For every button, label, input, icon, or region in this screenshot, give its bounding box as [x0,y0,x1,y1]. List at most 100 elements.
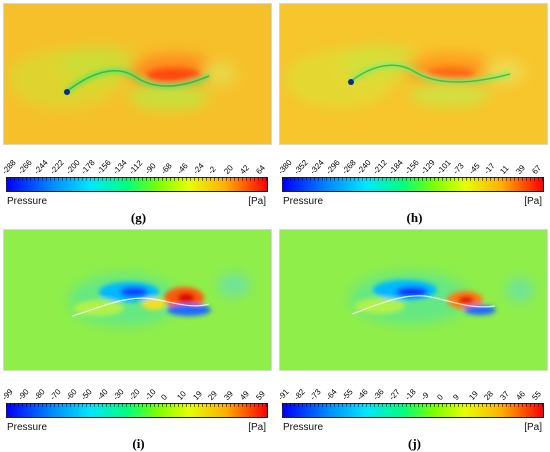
tick-label: 0 [159,392,169,402]
panel-h: -380 -352 -324 -296 -268 -240 -212 -184 -156 -129… [276,3,550,225]
tick-label: 59 [254,389,267,402]
tick-label: 37 [498,389,512,402]
tick-label: -80 [32,387,47,402]
tick-label: 55 [530,389,543,402]
tick-label: -90 [143,161,158,176]
colorbar-ticks-j: -91 -82 -73 -64 -55 -46 -36 -27 -18 -9 0 9 19 28 37 46 5… [276,372,550,402]
tick-label: -240 [355,158,374,176]
tick-label: -266 [16,158,34,176]
tick-label: 49 [238,389,252,402]
caption-g: (g) [130,210,147,225]
tick-label: -244 [32,158,50,176]
tick-label: 64 [254,163,267,176]
tick-label: 10 [174,389,188,402]
tick-label: -296 [323,158,342,176]
tick-label: 29 [206,389,220,402]
tick-label: -60 [63,387,79,402]
tick-label: 67 [530,163,543,176]
pressure-field-i [3,229,272,371]
tick-label: -82 [292,387,307,402]
tick-label: -50 [79,387,95,402]
wake-line [351,295,496,315]
colorbar-minor-ticks-g [6,177,268,181]
tick-label: 0 [435,392,445,402]
colorbar-title-g: Pressure [7,196,48,207]
tick-label: -178 [79,158,98,176]
tick-label: -268 [339,158,358,176]
tick-label: 39 [514,163,528,176]
tick-label: -17 [482,161,498,176]
colorbar-title-j: Pressure [283,422,324,433]
tick-label: -40 [95,387,110,402]
tick-label: 46 [514,389,528,402]
wake-line [349,64,511,83]
tick-label: -45 [466,161,482,176]
tick-label: -46 [174,161,190,176]
colorbar-title-i: Pressure [7,422,48,433]
tick-label: 28 [482,389,496,402]
colorbar-minor-ticks-j [282,403,544,407]
tick-label: 19 [466,389,480,402]
pressure-field-j [279,229,548,371]
tick-label: -212 [371,158,389,176]
tick-label: -112 [127,158,145,176]
tick-label: -68 [159,161,174,176]
tick-label: -129 [419,158,437,176]
tick-label: -156 [403,158,421,176]
leading-edge [348,79,354,85]
tick-label: -99 [0,387,15,402]
pressure-field-h [279,3,548,145]
colorbar-unit-i: [Pa] [248,422,266,433]
pressure-field-g [3,3,272,145]
tick-label: -352 [292,158,310,176]
tick-label: 20 [222,163,236,176]
caption-i: (i) [132,436,145,451]
colorbar-minor-ticks-i [6,403,268,407]
caption-h: (h) [406,210,423,225]
tick-label: 9 [450,392,461,402]
tick-label: 19 [190,389,204,402]
colorbar-ticks-g: -288 -266 -244 -222 -200 -178 -156 -134 -112 -90-… [0,146,274,176]
colorbar-ticks-i: -99 -90 -80 -70 -60 -50 -40 -30 -20 -10 0 10 19 29 39 4… [0,372,274,402]
tick-label: -46 [355,387,371,402]
tick-label: -55 [339,387,355,402]
wake-line [65,70,210,93]
tick-label: -27 [387,387,402,402]
tick-label: -91 [276,387,291,402]
tick-label: 42 [238,163,252,176]
tick-label: -156 [95,158,113,176]
tick-label: -324 [308,158,326,176]
leading-edge [64,89,70,95]
tick-label: -18 [403,387,418,402]
caption-j: (j) [408,436,421,451]
tick-label: -288 [0,158,18,176]
tick-label: -73 [308,387,323,402]
tick-label: -134 [111,158,129,176]
colorbar-ticks-h: -380 -352 -324 -296 -268 -240 -212 -184 -156 -129… [276,146,550,176]
tick-label: -70 [47,387,63,402]
colorbar-minor-ticks-h [282,177,544,181]
tick-label: -90 [16,387,31,402]
tick-label: 39 [222,389,236,402]
tick-label: -64 [323,387,339,402]
panel-g: -288 -266 -244 -222 -200 -178 -156 -134 -112 -90-… [0,3,274,225]
tick-label: -380 [276,158,294,176]
tick-label: -101 [435,158,453,176]
tick-label: -200 [63,158,82,176]
tick-label: -9 [419,390,431,402]
panel-i: -99 -90 -80 -70 -60 -50 -40 -30 -20 -10 0 10 19 29 39 4… [0,229,274,451]
panel-j: -91 -82 -73 -64 -55 -46 -36 -27 -18 -9 0 9 19 28 37 46 5… [276,229,550,451]
tick-label: -24 [190,161,206,176]
tick-label: -222 [47,158,66,176]
colorbar-unit-h: [Pa] [524,196,542,207]
tick-label: -20 [127,387,142,402]
wake-line [71,297,210,317]
tick-label: -2 [206,164,219,176]
colorbar-title-h: Pressure [283,196,324,207]
tick-label: -10 [143,387,158,402]
colorbar-unit-j: [Pa] [524,422,542,433]
tick-label: -184 [387,158,405,176]
tick-label: 11 [498,163,511,176]
tick-label: -30 [111,387,126,402]
colorbar-unit-g: [Pa] [248,196,266,207]
